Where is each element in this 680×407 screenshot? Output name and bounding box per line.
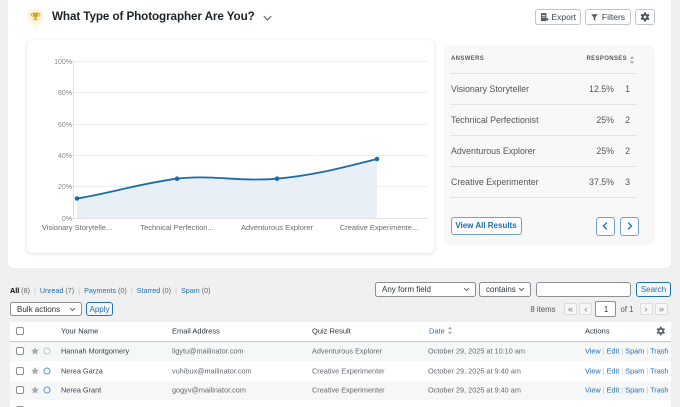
svg-text:100%: 100% xyxy=(54,59,72,66)
svg-text:Visionary Storytelle...: Visionary Storytelle... xyxy=(42,223,112,232)
svg-text:Technical Perfection...: Technical Perfection... xyxy=(140,223,213,232)
svg-text:80%: 80% xyxy=(58,90,72,97)
svg-text:20%: 20% xyxy=(58,184,72,191)
svg-text:40%: 40% xyxy=(58,153,72,160)
svg-text:Adventurous Explorer: Adventurous Explorer xyxy=(241,223,314,232)
svg-text:60%: 60% xyxy=(58,122,72,129)
svg-text:0%: 0% xyxy=(62,216,72,223)
svg-text:Creative Experimente...: Creative Experimente... xyxy=(340,223,418,232)
